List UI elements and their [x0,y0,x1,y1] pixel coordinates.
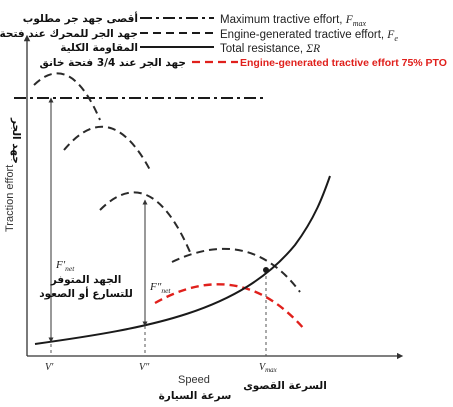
vmax-intersection-point [263,267,269,273]
legend-en-engine: Engine-generated tractive effort, Fe [220,29,398,43]
f-net-label-2: F″net [149,281,171,295]
legend-ar-resistance: المقاومة الكلية [60,42,138,54]
legend: أقصى جهد جر مطلوب Maximum tractive effor… [0,11,447,69]
pto-75-curve [154,283,306,331]
available-effort-ar-1: الجهد المتوفر [50,274,122,286]
legend-en-pto: Engine-generated tractive effort 75% PTO [240,57,447,69]
engine-gear-curves [33,72,301,293]
x-axis-label-ar: سرعة السيارة [159,390,232,402]
legend-ar-max: أقصى جهد جر مطلوب [23,11,138,25]
x-tick-v2: V″ [139,362,150,373]
legend-ar-pto: جهد الجر عند 3/4 فتحة خانق [40,57,186,69]
available-effort-ar-2: للتسارع أو الصعود [39,286,133,300]
gear-3-curve [99,191,191,253]
total-resistance-curve [34,175,331,345]
gear-1-curve [33,72,101,121]
legend-en-max: Maximum tractive effort, Fmax [220,14,366,28]
y-axis-label-ar: جهد الجر [10,117,22,164]
gear-4-curve [171,247,301,293]
x-tick-v1: V′ [45,362,54,373]
x-tick-vmax: Vmax [259,362,278,374]
gear-2-curve [63,125,151,171]
f-net-label-1: F′net [55,259,75,273]
legend-ar-engine: جهد الجر للمحرك عند فتحة خانق كاملة [0,28,138,40]
legend-en-resistance: Total resistance, ΣR [220,43,320,55]
x-axis-label-en: Speed [178,374,210,386]
vmax-label-ar: السرعة القصوى [243,380,327,392]
y-axis-label-en: Traction effort [4,165,16,232]
